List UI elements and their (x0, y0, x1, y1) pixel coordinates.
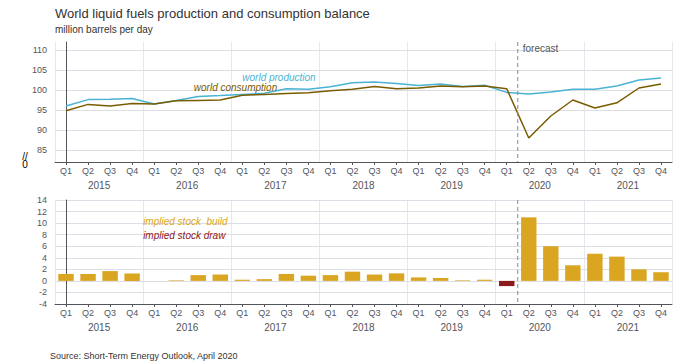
svg-text:12: 12 (37, 207, 47, 217)
svg-text:Q3: Q3 (633, 308, 645, 318)
svg-text:Q3: Q3 (192, 308, 204, 318)
svg-text:100: 100 (32, 85, 47, 95)
svg-text:2018: 2018 (352, 322, 375, 333)
svg-text:million barrels per day: million barrels per day (55, 24, 153, 35)
svg-text:105: 105 (32, 65, 47, 75)
svg-text:Q4: Q4 (655, 308, 667, 318)
svg-text:Q4: Q4 (214, 166, 226, 176)
svg-text:Q4: Q4 (302, 308, 314, 318)
svg-text:Q1: Q1 (60, 308, 72, 318)
svg-text:Q2: Q2 (435, 308, 447, 318)
svg-text:Q4: Q4 (655, 166, 667, 176)
svg-text:110: 110 (33, 45, 47, 55)
svg-text:8: 8 (42, 230, 47, 240)
svg-text:Q2: Q2 (523, 166, 535, 176)
svg-text:Q2: Q2 (611, 166, 623, 176)
svg-text:Q3: Q3 (633, 166, 645, 176)
svg-text:Q1: Q1 (324, 166, 336, 176)
svg-text:Q3: Q3 (545, 166, 557, 176)
svg-text:2017: 2017 (264, 180, 287, 191)
svg-text:Q1: Q1 (501, 166, 513, 176)
svg-text:Q2: Q2 (346, 166, 358, 176)
svg-text:Q4: Q4 (214, 308, 226, 318)
svg-text:2021: 2021 (617, 322, 640, 333)
svg-text:90: 90 (37, 125, 47, 135)
svg-text:Q1: Q1 (501, 308, 513, 318)
svg-text:World liquid fuels production: World liquid fuels production and consum… (55, 6, 370, 21)
svg-text:Q2: Q2 (82, 308, 94, 318)
svg-text:Q4: Q4 (126, 166, 138, 176)
svg-text:2020: 2020 (529, 180, 552, 191)
svg-text:2020: 2020 (529, 322, 552, 333)
svg-text:2019: 2019 (441, 322, 464, 333)
svg-text:Q1: Q1 (413, 166, 425, 176)
svg-text:Q3: Q3 (545, 308, 557, 318)
svg-text:world production: world production (242, 71, 316, 83)
svg-text:Q3: Q3 (104, 166, 116, 176)
svg-text:Q2: Q2 (258, 166, 270, 176)
svg-text:4: 4 (42, 253, 47, 263)
svg-text:Q2: Q2 (258, 308, 270, 318)
svg-text:2018: 2018 (352, 180, 375, 191)
svg-text:0: 0 (22, 159, 28, 170)
svg-text:2021: 2021 (617, 180, 640, 191)
svg-text:2016: 2016 (176, 180, 199, 191)
svg-text:forecast: forecast (523, 43, 559, 54)
svg-text:Q4: Q4 (391, 166, 403, 176)
svg-text:Q3: Q3 (192, 166, 204, 176)
svg-text:Q2: Q2 (170, 166, 182, 176)
svg-text:14: 14 (37, 195, 47, 205)
svg-text:Q4: Q4 (126, 308, 138, 318)
svg-text:Q4: Q4 (479, 166, 491, 176)
svg-text:2015: 2015 (88, 180, 111, 191)
svg-text:implied stock build: implied stock build (143, 216, 228, 227)
svg-text:Q2: Q2 (523, 308, 535, 318)
svg-text:Q3: Q3 (280, 308, 292, 318)
svg-text:Source: Short-Term Energy Outl: Source: Short-Term Energy Outlook, April… (50, 351, 238, 361)
svg-text:10: 10 (37, 218, 47, 228)
svg-text:Q1: Q1 (60, 166, 72, 176)
svg-text:Q3: Q3 (369, 166, 381, 176)
svg-text:Q4: Q4 (479, 308, 491, 318)
svg-text:Q4: Q4 (567, 308, 579, 318)
svg-text:Q4: Q4 (302, 166, 314, 176)
svg-text:Q1: Q1 (148, 166, 160, 176)
svg-text:Q2: Q2 (346, 308, 358, 318)
svg-text:Q2: Q2 (611, 308, 623, 318)
svg-text:world consumption: world consumption (194, 82, 278, 93)
svg-text:Q3: Q3 (369, 308, 381, 318)
svg-text:Q4: Q4 (391, 308, 403, 318)
svg-text:2: 2 (42, 264, 47, 274)
svg-text:-2: -2 (39, 287, 47, 297)
svg-text:Q1: Q1 (589, 308, 601, 318)
svg-text:2015: 2015 (88, 322, 111, 333)
svg-text:Q3: Q3 (457, 166, 469, 176)
svg-text:-4: -4 (39, 299, 47, 309)
svg-text:Q3: Q3 (457, 308, 469, 318)
svg-text:Q1: Q1 (236, 166, 248, 176)
svg-text:Q2: Q2 (170, 308, 182, 318)
svg-text:85: 85 (37, 145, 47, 155)
svg-text:implied stock draw: implied stock draw (143, 230, 226, 241)
svg-text:Q3: Q3 (280, 166, 292, 176)
svg-text:2016: 2016 (176, 322, 199, 333)
svg-text:6: 6 (42, 241, 47, 251)
svg-text:Q1: Q1 (148, 308, 160, 318)
svg-text:Q3: Q3 (104, 308, 116, 318)
svg-text:Q1: Q1 (589, 166, 601, 176)
svg-text:Q4: Q4 (567, 166, 579, 176)
svg-text:Q2: Q2 (435, 166, 447, 176)
svg-text:2019: 2019 (441, 180, 464, 191)
svg-text:Q1: Q1 (324, 308, 336, 318)
svg-text:2017: 2017 (264, 322, 287, 333)
svg-text:0: 0 (42, 276, 47, 286)
svg-text:Q2: Q2 (82, 166, 94, 176)
svg-text:Q1: Q1 (413, 308, 425, 318)
svg-text:95: 95 (37, 105, 47, 115)
svg-text:Q1: Q1 (236, 308, 248, 318)
